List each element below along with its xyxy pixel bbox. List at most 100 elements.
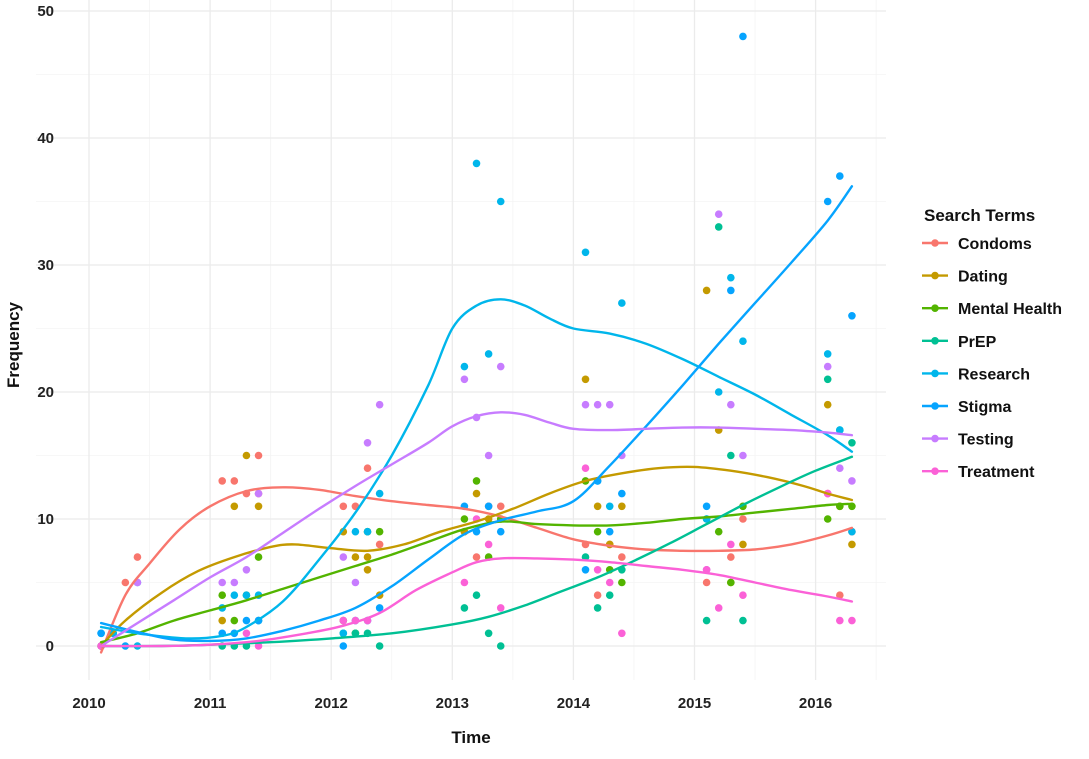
legend-label: Research — [958, 366, 1030, 383]
data-point-dating — [702, 286, 711, 295]
data-point-research — [242, 591, 251, 599]
data-point-research — [339, 629, 348, 638]
data-point-testing — [727, 400, 735, 409]
legend-item-testing: Testing — [922, 432, 1014, 449]
data-point-treatment — [339, 616, 348, 625]
data-point-testing — [339, 553, 348, 561]
data-point-stigma — [823, 197, 832, 206]
data-point-mental-health — [823, 515, 832, 523]
x-tick-label: 2011 — [194, 695, 227, 712]
data-point-mental-health — [472, 477, 481, 485]
data-point-stigma — [618, 489, 626, 498]
data-point-condoms — [363, 464, 372, 473]
data-point-dating — [739, 540, 747, 549]
data-point-dating — [242, 451, 251, 460]
data-point-condoms — [375, 540, 384, 549]
data-point-dating — [363, 553, 372, 561]
legend: Search Terms Condoms Dating Mental Health P… — [922, 206, 1062, 481]
data-point-testing — [496, 362, 505, 371]
data-point-stigma — [97, 629, 105, 638]
legend-item-prep: PrEP — [922, 334, 997, 351]
data-point-research — [727, 273, 735, 282]
legend-key-point — [931, 467, 939, 476]
data-point-condoms — [121, 578, 130, 587]
data-point-stigma — [739, 32, 747, 41]
data-point-condoms — [339, 502, 348, 511]
legend-label: PrEP — [958, 334, 997, 351]
trend-line-mental-health — [99, 502, 854, 644]
data-point-testing — [484, 451, 493, 460]
legend-key-point — [931, 304, 939, 313]
data-point-testing — [605, 400, 614, 409]
data-point-treatment — [242, 629, 251, 638]
data-point-research — [363, 527, 372, 536]
trend-line-prep — [99, 455, 854, 648]
data-point-dating — [363, 566, 372, 574]
x-tick-label: 2010 — [72, 695, 105, 712]
data-point-prep — [581, 553, 590, 561]
data-point-mental-health — [218, 591, 227, 599]
trend-line-condoms — [99, 486, 854, 654]
legend-label: Treatment — [958, 464, 1035, 481]
legend-key-point — [931, 402, 939, 410]
legend-item-research: Research — [922, 366, 1030, 383]
data-point-testing — [230, 578, 239, 587]
data-point-prep — [484, 629, 493, 638]
legend-items: Condoms Dating Mental Health PrEP Research St… — [922, 236, 1062, 481]
data-point-research — [605, 502, 614, 511]
data-point-prep — [714, 223, 723, 231]
data-point-condoms — [254, 451, 263, 460]
data-point-research — [484, 350, 493, 358]
data-point-dating — [581, 375, 590, 384]
legend-key-point — [931, 369, 939, 378]
data-point-condoms — [133, 553, 142, 561]
data-point-testing — [581, 400, 590, 409]
data-point-research — [230, 591, 239, 599]
data-point-condoms — [230, 477, 239, 485]
data-point-mental-health — [618, 578, 626, 587]
data-point-treatment — [254, 642, 263, 650]
data-point-testing — [593, 400, 602, 409]
data-point-stigma — [836, 172, 844, 180]
legend-label: Mental Health — [958, 301, 1062, 318]
data-point-research — [618, 299, 626, 307]
data-point-treatment — [460, 578, 469, 587]
x-tick-label: 2016 — [799, 695, 832, 712]
data-point-dating — [230, 502, 239, 511]
data-point-stigma — [242, 616, 251, 625]
data-point-testing — [375, 400, 384, 409]
data-point-treatment — [714, 604, 723, 612]
data-point-dating — [254, 502, 263, 511]
data-point-testing — [460, 375, 469, 384]
data-point-prep — [727, 451, 735, 460]
data-point-stigma — [375, 604, 384, 612]
data-point-treatment — [848, 616, 856, 625]
data-point-research — [496, 197, 505, 206]
legend-label: Dating — [958, 269, 1008, 286]
data-point-treatment — [739, 591, 747, 599]
data-point-stigma — [605, 527, 614, 536]
data-point-treatment — [727, 540, 735, 549]
y-tick-label: 20 — [37, 384, 54, 401]
legend-key-point — [931, 434, 939, 443]
data-point-testing — [242, 566, 251, 574]
data-point-mental-health — [375, 527, 384, 536]
data-point-testing — [739, 451, 747, 460]
y-tick-label: 30 — [37, 257, 54, 274]
data-point-condoms — [618, 553, 626, 561]
data-point-prep — [605, 591, 614, 599]
data-point-dating — [823, 400, 832, 409]
legend-key-point — [931, 337, 939, 345]
legend-item-stigma: Stigma — [922, 399, 1011, 416]
data-point-mental-health — [460, 515, 469, 523]
data-point-mental-health — [593, 527, 602, 536]
data-point-prep — [702, 616, 711, 625]
data-point-treatment — [605, 578, 614, 587]
data-point-testing — [714, 210, 723, 218]
data-point-condoms — [496, 502, 505, 511]
data-point-treatment — [836, 616, 844, 625]
series-testing — [97, 210, 856, 650]
trend-line-research — [99, 298, 854, 640]
data-point-treatment — [593, 566, 602, 574]
